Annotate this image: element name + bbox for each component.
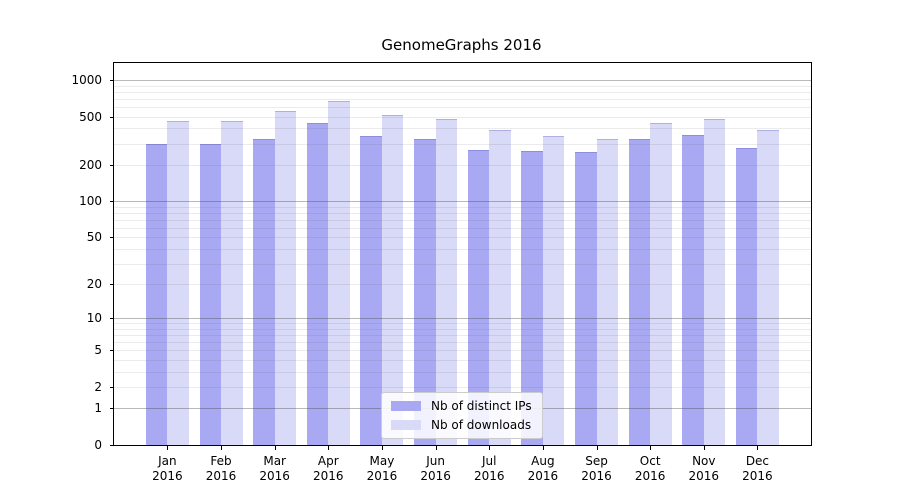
gridline-900 — [114, 85, 811, 87]
x-tick-jul — [489, 445, 491, 450]
legend-swatch-downloads — [391, 420, 421, 430]
legend-swatch-distinct-ips — [391, 401, 421, 411]
x-label-apr: Apr 2016 — [313, 454, 344, 483]
bar-downloads-apr — [328, 100, 350, 445]
y-label-50: 50 — [86, 230, 102, 245]
legend-item-distinct-ips: Nb of distinct IPs — [391, 399, 532, 413]
y-tick-20 — [110, 284, 114, 286]
bar-distinct-ips-feb — [199, 143, 222, 445]
bar-downloads-oct — [650, 123, 672, 445]
y-tick-50 — [110, 237, 114, 239]
y-tick-0 — [110, 445, 114, 446]
bar-distinct-ips-jan — [145, 143, 168, 445]
bar-downloads-jun — [435, 118, 458, 445]
x-label-mar: Mar 2016 — [259, 454, 290, 483]
y-tick-1000 — [110, 80, 114, 82]
x-tick-may — [381, 445, 383, 450]
y-label-5: 5 — [94, 343, 102, 358]
x-label-nov: Nov 2016 — [688, 454, 720, 483]
y-tick-10 — [110, 318, 114, 320]
bar-downloads-dec — [757, 130, 779, 445]
x-label-jun: Jun 2016 — [420, 454, 451, 483]
legend-item-downloads: Nb of downloads — [391, 418, 532, 432]
chart-title: GenomeGraphs 2016 — [381, 36, 542, 54]
plot-area: Nb of distinct IPs Nb of downloads Jan 2… — [71, 62, 812, 483]
bar-distinct-ips-nov — [682, 134, 704, 445]
bar-downloads-jan — [167, 120, 189, 445]
bar-downloads-sep — [596, 139, 619, 445]
x-tick-mar — [274, 445, 276, 450]
y-tick-500 — [110, 116, 114, 118]
y-label-2: 2 — [94, 379, 102, 394]
x-tick-apr — [328, 445, 330, 450]
x-label-may: May 2016 — [366, 454, 398, 483]
y-label-200: 200 — [79, 157, 102, 172]
x-label-dec: Dec 2016 — [742, 454, 773, 483]
bar-distinct-ips-jul — [467, 149, 490, 445]
legend-label-distinct-ips: Nb of distinct IPs — [431, 399, 532, 413]
bar-distinct-ips-apr — [306, 123, 329, 445]
x-tick-dec — [757, 445, 759, 450]
x-label-feb: Feb 2016 — [205, 454, 237, 483]
gridline-1000 — [114, 80, 811, 82]
x-tick-jan — [167, 445, 169, 450]
y-tick-1 — [110, 408, 114, 410]
x-tick-sep — [596, 445, 598, 450]
bar-downloads-jul — [489, 130, 511, 445]
y-tick-5 — [110, 350, 114, 352]
bar-distinct-ips-sep — [575, 151, 597, 445]
legend: Nb of distinct IPs Nb of downloads — [381, 392, 543, 439]
y-label-10: 10 — [86, 311, 102, 326]
y-label-100: 100 — [79, 194, 102, 209]
x-tick-aug — [542, 445, 544, 450]
gridline-800 — [114, 91, 811, 93]
y-label-1: 1 — [94, 401, 102, 416]
gridline-500 — [114, 116, 811, 118]
bar-distinct-ips-mar — [253, 138, 275, 445]
gridline-700 — [114, 98, 811, 100]
y-tick-200 — [110, 164, 114, 166]
y-tick-2 — [110, 386, 114, 388]
legend-label-downloads: Nb of downloads — [431, 418, 532, 432]
bar-downloads-mar — [274, 110, 297, 445]
bar-downloads-aug — [542, 135, 565, 445]
x-label-sep: Sep 2016 — [581, 454, 612, 483]
bar-downloads-may — [381, 114, 404, 445]
bar-downloads-nov — [703, 119, 726, 445]
y-tick-100 — [110, 201, 114, 203]
y-label-0: 0 — [94, 438, 102, 452]
y-label-500: 500 — [79, 109, 102, 124]
x-tick-feb — [221, 445, 223, 450]
y-label-1000: 1000 — [71, 73, 102, 88]
x-label-jan: Jan 2016 — [152, 454, 183, 483]
x-tick-oct — [650, 445, 652, 450]
x-tick-nov — [703, 445, 705, 450]
bar-distinct-ips-oct — [628, 138, 651, 445]
x-label-aug: Aug 2016 — [527, 454, 559, 483]
bar-distinct-ips-aug — [521, 150, 543, 445]
gridline-600 — [114, 107, 811, 109]
bar-distinct-ips-jun — [414, 138, 436, 445]
bar-distinct-ips-may — [360, 136, 382, 445]
x-tick-jun — [435, 445, 437, 450]
x-label-oct: Oct 2016 — [634, 454, 666, 483]
bar-downloads-feb — [221, 120, 243, 445]
x-label-jul: Jul 2016 — [473, 454, 505, 483]
bar-distinct-ips-dec — [735, 148, 758, 445]
y-label-20: 20 — [86, 277, 102, 292]
